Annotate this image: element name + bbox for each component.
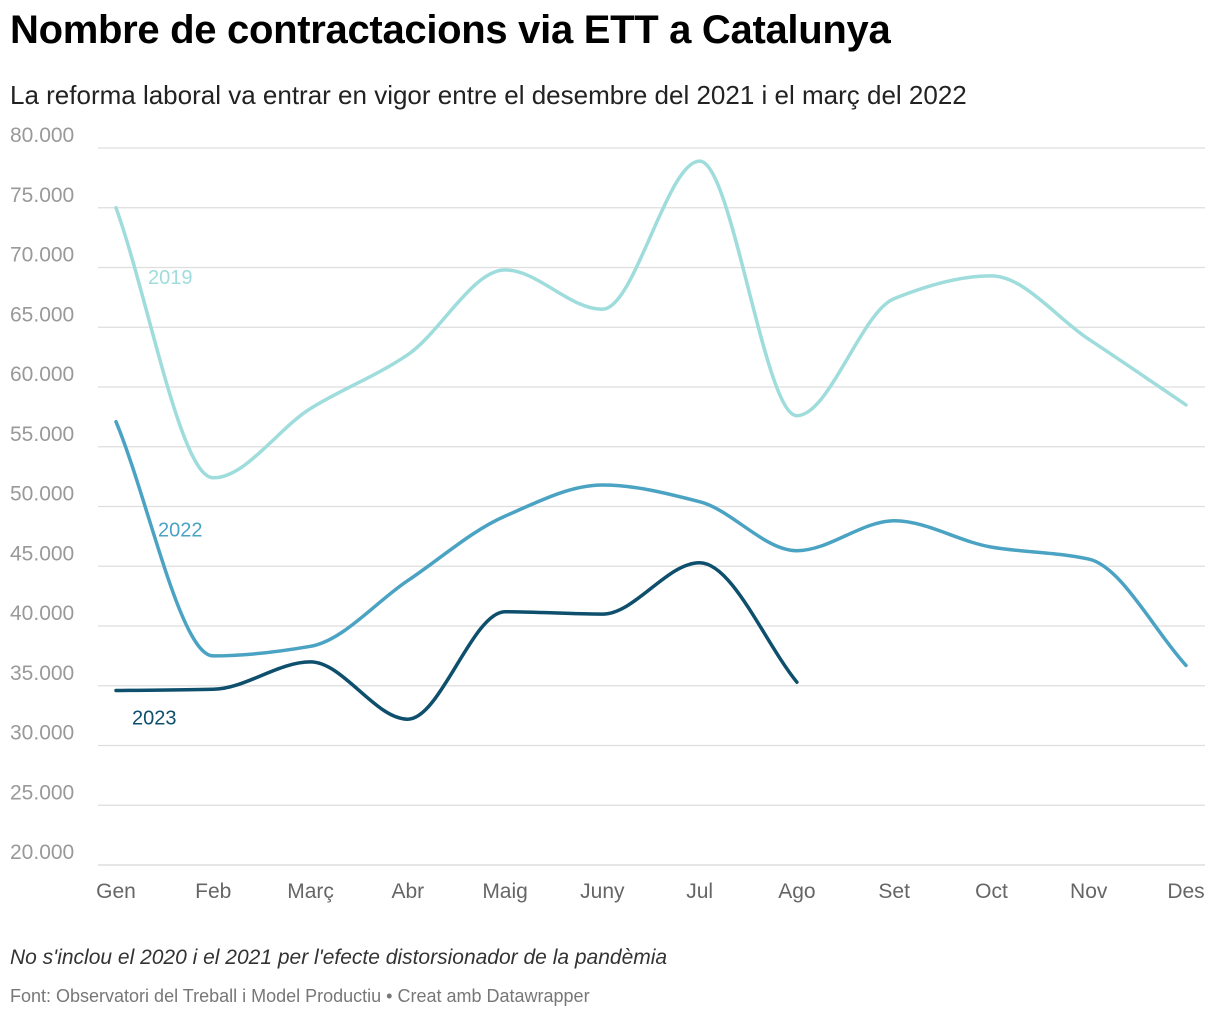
x-tick-label: Oct xyxy=(975,880,1008,903)
grid-lines xyxy=(98,147,1205,866)
x-tick-label: Març xyxy=(287,880,334,903)
series-label-2019: 2019 xyxy=(148,267,193,289)
y-tick-label: 75.000 xyxy=(10,184,74,207)
y-tick-label: 40.000 xyxy=(10,602,74,625)
chart-title: Nombre de contractacions via ETT a Catal… xyxy=(10,8,891,52)
y-tick-label: 25.000 xyxy=(10,781,74,804)
footnote: No s'inclou el 2020 i el 2021 per l'efec… xyxy=(10,946,668,969)
series-line-2019 xyxy=(114,159,1188,480)
y-tick-label: 55.000 xyxy=(10,423,74,446)
y-tick-label: 20.000 xyxy=(10,841,74,864)
series-line-2023 xyxy=(114,560,799,721)
x-tick-label: Set xyxy=(878,880,910,903)
y-tick-label: 50.000 xyxy=(10,483,74,506)
x-tick-label: Feb xyxy=(195,880,231,903)
y-tick-label: 60.000 xyxy=(10,363,74,386)
y-tick-label: 80.000 xyxy=(10,124,74,147)
chart-subtitle: La reforma laboral va entrar en vigor en… xyxy=(10,80,967,110)
y-axis-ticks: 20.000 25.000 30.000 35.000 40.000 45.000 50.0… xyxy=(10,124,74,864)
series-label-2022: 2022 xyxy=(158,520,203,542)
series-labels: 2019 2022 2023 xyxy=(132,267,203,730)
x-axis-ticks: Gen Feb Març Abr Maig Juny Jul Ago Set Oct Nov Des xyxy=(96,880,1205,903)
series-line-2022 xyxy=(114,419,1188,668)
x-tick-label: Des xyxy=(1167,880,1204,903)
x-tick-label: Ago xyxy=(778,880,815,903)
y-tick-label: 65.000 xyxy=(10,303,74,326)
y-tick-label: 45.000 xyxy=(10,542,74,565)
source-credit: Font: Observatori del Treball i Model Pr… xyxy=(10,986,590,1006)
x-tick-label: Maig xyxy=(482,880,528,903)
x-tick-label: Juny xyxy=(580,880,625,903)
line-chart: 20.000 25.000 30.000 35.000 40.000 45.000 50.0… xyxy=(10,124,1205,903)
y-tick-label: 70.000 xyxy=(10,244,74,267)
series-label-2023: 2023 xyxy=(132,708,177,730)
series-lines xyxy=(114,159,1188,721)
x-tick-label: Jul xyxy=(686,880,713,903)
x-tick-label: Abr xyxy=(391,880,424,903)
x-tick-label: Nov xyxy=(1070,880,1108,903)
y-tick-label: 30.000 xyxy=(10,722,74,745)
y-tick-label: 35.000 xyxy=(10,662,74,685)
x-tick-label: Gen xyxy=(96,880,136,903)
